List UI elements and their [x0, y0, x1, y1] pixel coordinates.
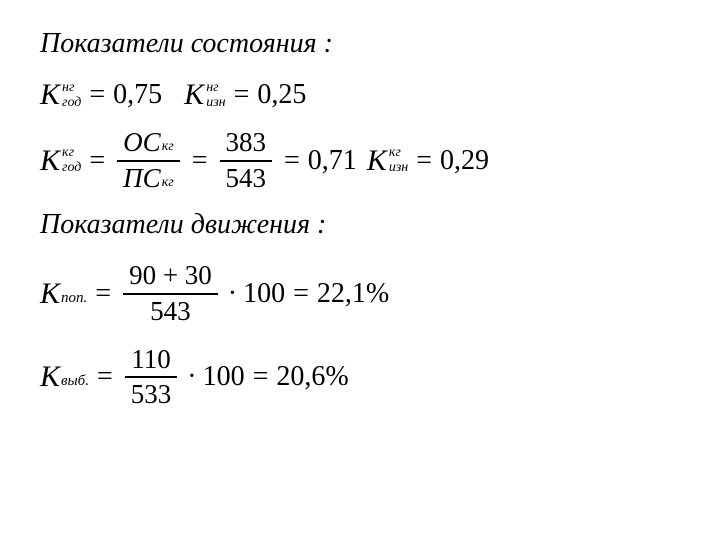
var-sub: изн	[206, 96, 225, 110]
var-base: K	[40, 360, 60, 394]
fraction-denominator: 543	[144, 295, 197, 329]
heading-state: Показатели состояния :	[40, 28, 680, 60]
equals: =	[253, 361, 269, 393]
value: 0,71	[308, 145, 357, 177]
multiplier: 100	[243, 278, 285, 310]
fraction-numerator: 383	[220, 126, 273, 160]
var-base: K	[40, 277, 60, 311]
value: 0,75	[113, 79, 162, 111]
var-sup: кг	[62, 146, 81, 160]
value: 0,29	[440, 145, 489, 177]
var-sup: кг	[389, 146, 408, 160]
equals: =	[95, 278, 111, 310]
var-base: K	[40, 78, 60, 112]
var-base: K	[367, 144, 387, 178]
fraction-denominator: 543	[220, 162, 273, 196]
var-supsub: нг изн	[206, 81, 225, 110]
fraction-numerator: 110	[125, 343, 177, 377]
fraction-383-543: 383 543	[220, 126, 273, 195]
multiplier: 100	[203, 361, 245, 393]
var-sup: нг	[206, 81, 225, 95]
num-sub: кг	[162, 139, 174, 154]
fraction-pop: 90 + 30 543	[123, 259, 218, 328]
var-base: K	[40, 144, 60, 178]
multiply-dot: ·	[228, 278, 237, 310]
fraction-oc-pc: ОС кг ПС кг	[117, 126, 180, 195]
equals: =	[89, 79, 105, 111]
fraction-numerator: 90 + 30	[123, 259, 218, 293]
fraction-vyb: 110 533	[125, 343, 178, 412]
var-k-pop: K поп.	[40, 277, 87, 311]
var-sub: изн	[389, 161, 408, 175]
equals: =	[192, 145, 208, 177]
heading-movement: Показатели движения :	[40, 209, 680, 241]
var-sub: год	[62, 161, 81, 175]
equals: =	[89, 145, 105, 177]
var-k-izn-ng: K нг изн	[184, 78, 225, 112]
var-k-izn-kg: K кг изн	[367, 144, 408, 178]
value: 20,6%	[276, 361, 348, 393]
fraction-denominator: ПС кг	[117, 162, 180, 196]
equation-row-1: K нг год = 0,75 K нг изн = 0,25	[40, 78, 680, 112]
var-sub: выб.	[61, 373, 89, 390]
equals: =	[416, 145, 432, 177]
value: 22,1%	[317, 278, 389, 310]
var-sub: поп.	[61, 290, 87, 307]
var-k-god-kg: K кг год	[40, 144, 81, 178]
equation-row-4: K выб. = 110 533 · 100 = 20,6%	[40, 343, 680, 412]
var-sub: год	[62, 96, 81, 110]
num-base: ОС	[123, 128, 161, 158]
multiply-dot: ·	[187, 361, 196, 393]
var-k-vyb: K выб.	[40, 360, 89, 394]
equation-row-2: K кг год = ОС кг ПС кг = 383 543 = 0,71 …	[40, 126, 680, 195]
var-supsub: нг год	[62, 81, 81, 110]
den-base: ПС	[123, 164, 161, 194]
var-sup: нг	[62, 81, 81, 95]
value: 0,25	[257, 79, 306, 111]
equals: =	[293, 278, 309, 310]
equals: =	[97, 361, 113, 393]
equation-row-3: K поп. = 90 + 30 543 · 100 = 22,1%	[40, 259, 680, 328]
var-supsub: кг изн	[389, 146, 408, 175]
den-sub: кг	[162, 175, 174, 190]
equals: =	[234, 79, 250, 111]
var-supsub: кг год	[62, 146, 81, 175]
fraction-denominator: 533	[125, 378, 178, 412]
fraction-numerator: ОС кг	[117, 126, 180, 160]
var-k-god-ng: K нг год	[40, 78, 81, 112]
equals: =	[284, 145, 300, 177]
var-base: K	[184, 78, 204, 112]
